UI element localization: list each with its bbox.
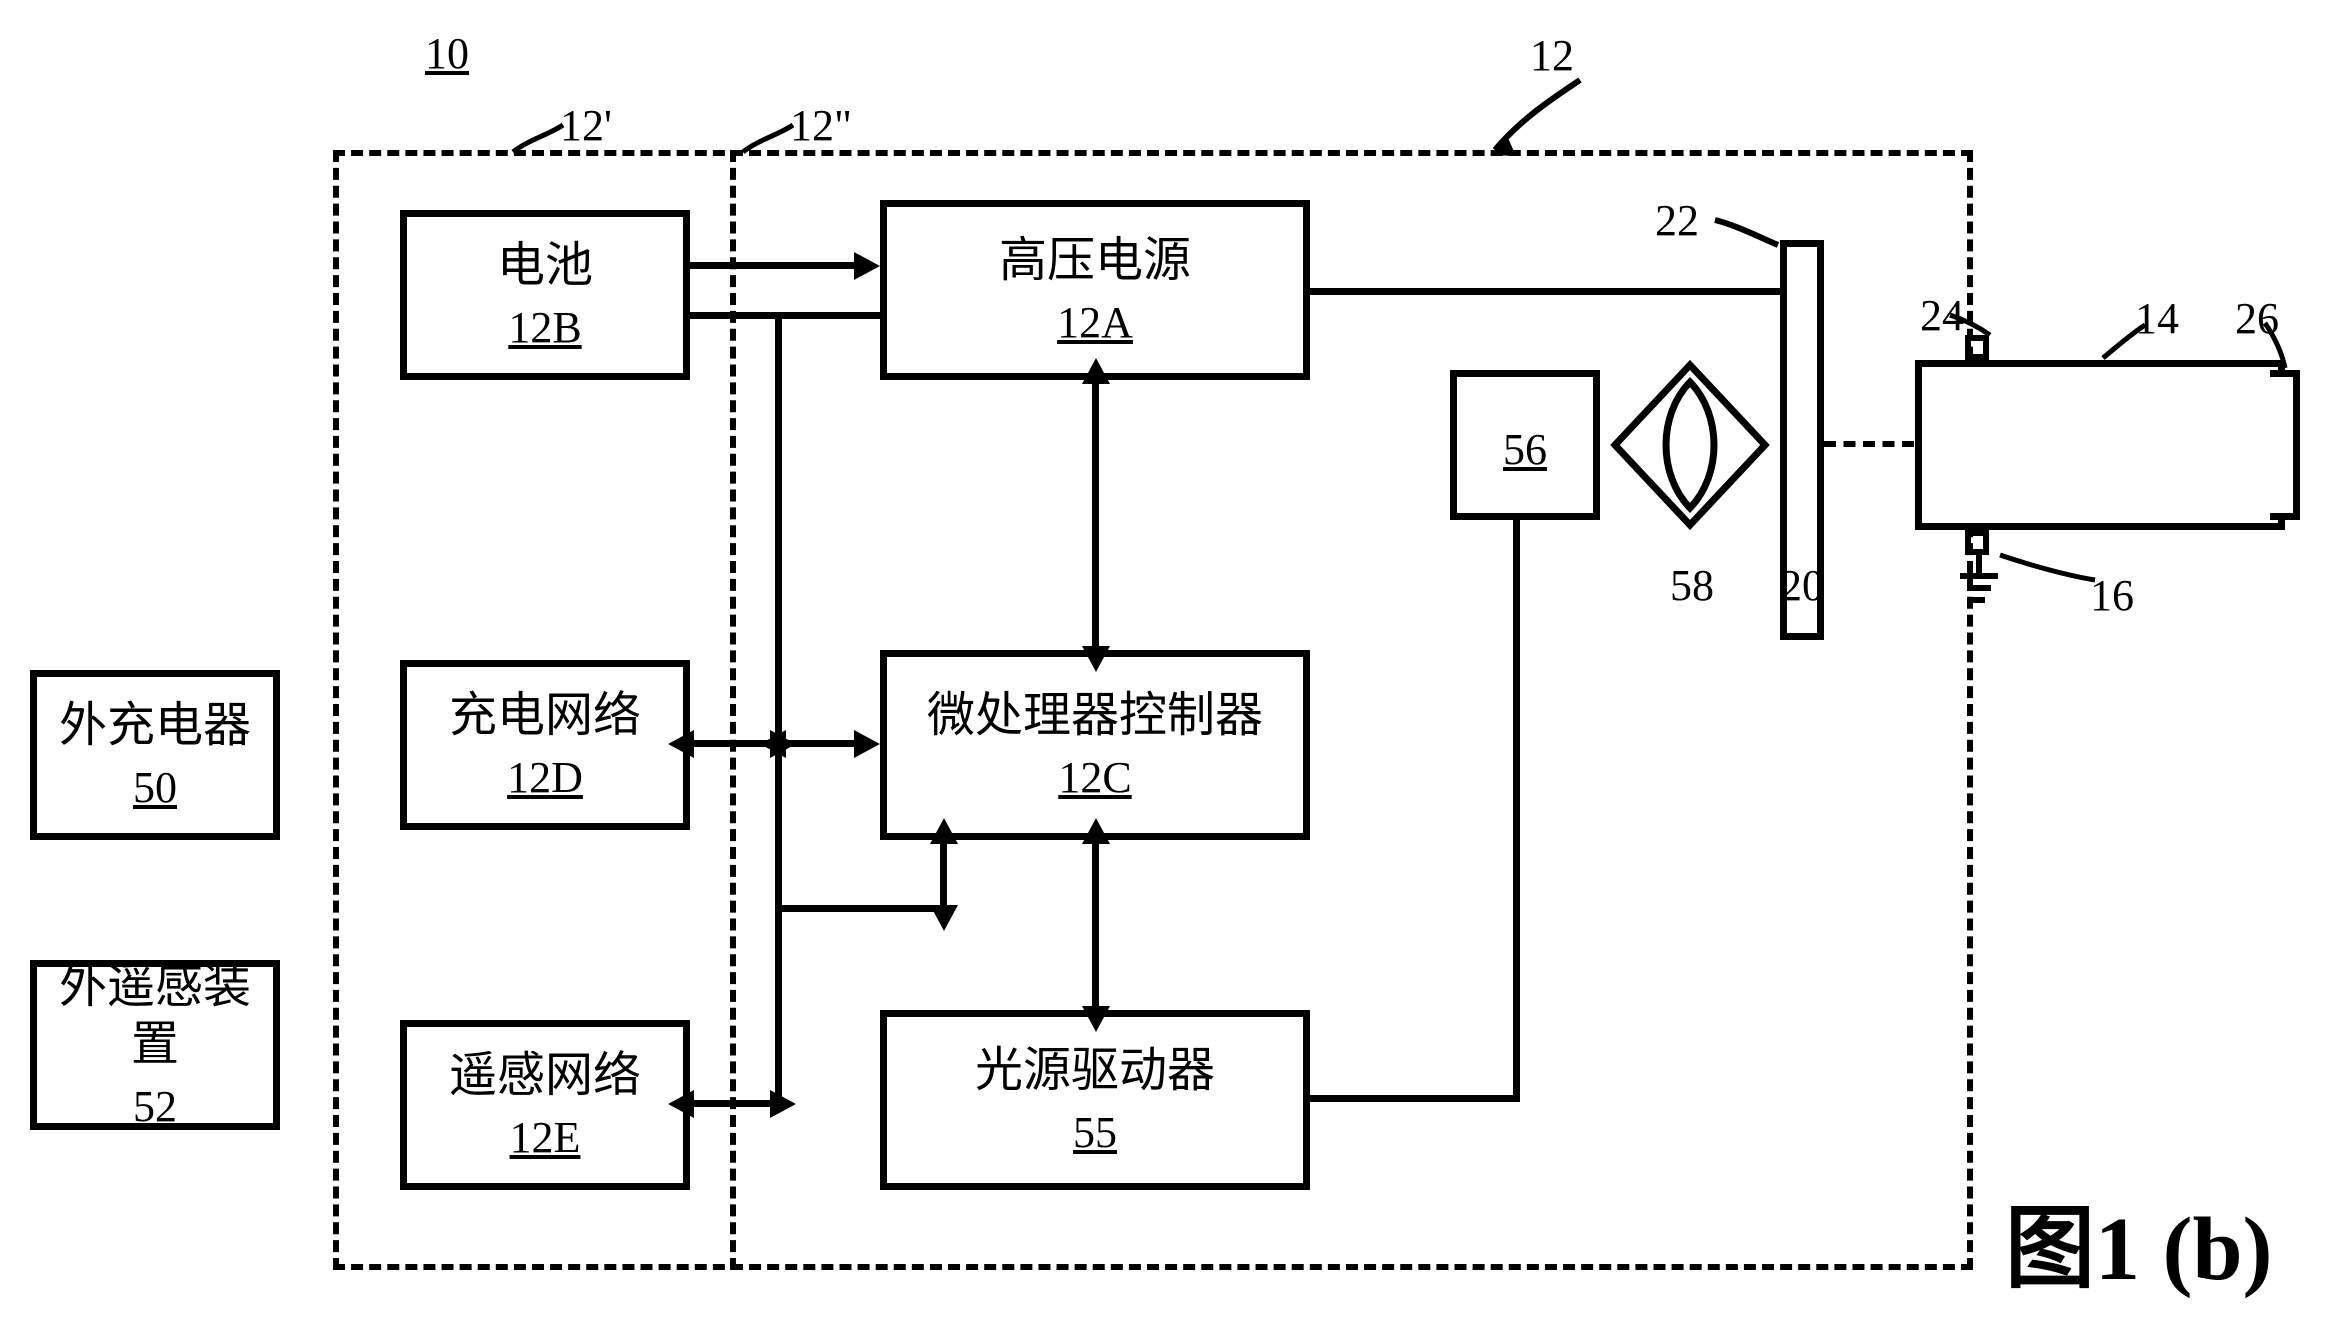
elbow-bus-820: [782, 905, 947, 912]
remote-net-title: 遥感网络: [449, 1047, 641, 1105]
wire-rem-bus: [690, 1100, 775, 1107]
arrow-hv-mcu-d: [1082, 646, 1110, 672]
arrow-elbow-mcu: [930, 818, 958, 844]
remote-net-ref: 12E: [510, 1112, 581, 1163]
arrow-bus-mcu-l: [760, 730, 786, 758]
diagram-stage: 10 12 12' 12" 外充电器 50 外遥感装置 52 电池 12B 充电…: [0, 0, 2345, 1319]
leader-26: [2260, 318, 2310, 378]
block-source: 56: [1450, 370, 1600, 520]
charge-net-ref: 12D: [507, 752, 583, 803]
optical-axis-dash: [1824, 441, 1914, 447]
leader-14: [2095, 320, 2155, 370]
wire-drv-src-v: [1513, 520, 1520, 1102]
figure-caption: 图1 (b): [2005, 1175, 2273, 1305]
source-ref: 56: [1503, 424, 1547, 475]
leader-16: [1995, 550, 2105, 600]
arrow-mcu-drv-d: [1082, 1006, 1110, 1032]
block-mcu: 微处理器控制器 12C: [880, 650, 1310, 840]
ext-remote-title: 外遥感装置: [37, 958, 273, 1073]
wire-mcu-drv: [1092, 840, 1099, 1010]
ext-remote-ref: 52: [133, 1081, 177, 1132]
hv-title: 高压电源: [999, 232, 1191, 290]
block-charge-net: 充电网络 12D: [400, 660, 690, 830]
ext-charger-title: 外充电器: [59, 697, 251, 755]
wire-batt-hv-1: [690, 262, 858, 269]
block-remote-net: 遥感网络 12E: [400, 1020, 690, 1190]
label-58: 58: [1670, 560, 1714, 611]
block-hv: 高压电源 12A: [880, 200, 1310, 380]
wire-batt-hv-2: [690, 312, 880, 319]
driver-ref: 55: [1073, 1107, 1117, 1158]
nub-16: [1965, 530, 1989, 555]
aperture-cap: [2270, 370, 2300, 520]
ground-symbol: [1968, 555, 2008, 615]
block-ext-remote: 外遥感装置 52: [30, 960, 280, 1130]
driver-title: 光源驱动器: [975, 1042, 1215, 1100]
wire-bus-mcu: [782, 740, 858, 747]
bus-775: [775, 312, 782, 1110]
leader-24: [1945, 310, 1995, 350]
block-ext-charger: 外充电器 50: [30, 670, 280, 840]
leader-22: [1710, 215, 1790, 265]
label-22: 22: [1655, 195, 1699, 246]
label-20: 20: [1780, 560, 1824, 611]
arrow-elbow-mcu-d: [930, 905, 958, 931]
wire-drv-src-h: [1310, 1095, 1520, 1102]
mcu-ref: 12C: [1058, 752, 1131, 803]
hv-ref: 12A: [1057, 297, 1133, 348]
arrow-rem-r: [770, 1090, 796, 1118]
leader-12pp: [738, 120, 808, 165]
block-battery: 电池 12B: [400, 210, 690, 380]
arrow-batt-hv: [854, 252, 880, 280]
arrow-rem-l: [668, 1090, 694, 1118]
lens-shape: [1610, 360, 1770, 530]
tube-body: [1915, 360, 2285, 530]
charge-net-title: 充电网络: [449, 687, 641, 745]
system-ref-10: 10: [425, 28, 469, 79]
arrow-chg-l: [668, 730, 694, 758]
block-driver: 光源驱动器 55: [880, 1010, 1310, 1190]
leader-12p: [508, 120, 578, 165]
ext-charger-ref: 50: [133, 762, 177, 813]
mcu-title: 微处理器控制器: [927, 687, 1263, 745]
battery-ref: 12B: [508, 302, 581, 353]
wire-hv-mcu: [1092, 380, 1099, 650]
arrow-hv-mcu-u: [1082, 358, 1110, 384]
battery-title: 电池: [497, 237, 593, 295]
arrow-bus-mcu-r: [854, 730, 880, 758]
arrow-mcu-drv-u: [1082, 818, 1110, 844]
elbow-up-mcu: [940, 840, 947, 912]
wire-hv-window: [1310, 288, 1780, 295]
